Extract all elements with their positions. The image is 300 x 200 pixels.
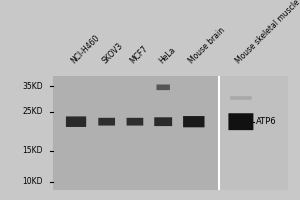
Text: 35KD: 35KD (22, 82, 43, 91)
Text: 15KD: 15KD (22, 146, 43, 155)
Text: Mouse brain: Mouse brain (188, 26, 227, 65)
Text: HeLa: HeLa (157, 45, 177, 65)
FancyBboxPatch shape (157, 84, 170, 90)
FancyBboxPatch shape (228, 113, 254, 130)
FancyBboxPatch shape (98, 118, 115, 126)
FancyBboxPatch shape (127, 118, 143, 126)
FancyBboxPatch shape (66, 116, 86, 127)
Text: 10KD: 10KD (22, 177, 43, 186)
Text: 25KD: 25KD (22, 107, 43, 116)
FancyBboxPatch shape (230, 96, 252, 100)
Text: NCI-H460: NCI-H460 (70, 33, 102, 65)
Text: MCF7: MCF7 (129, 44, 150, 65)
FancyBboxPatch shape (154, 117, 172, 126)
FancyBboxPatch shape (183, 116, 205, 127)
Text: Mouse skeletal muscle: Mouse skeletal muscle (235, 0, 300, 65)
Text: SKOV3: SKOV3 (100, 41, 124, 65)
Bar (218, 76, 288, 190)
Text: ATP6: ATP6 (256, 117, 277, 126)
